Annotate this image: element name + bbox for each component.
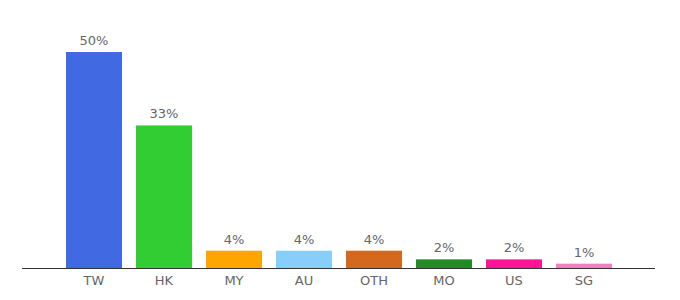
bar [276,251,332,268]
data-label: 33% [150,106,179,121]
bar [136,125,192,268]
bar [416,259,472,268]
x-tick-label: MY [224,273,243,288]
x-tick-label: HK [155,273,174,288]
data-label: 4% [294,232,315,247]
data-label: 50% [80,33,109,48]
x-tick-label: MO [433,273,454,288]
bar [206,251,262,268]
bars [66,52,612,268]
x-axis [22,268,655,269]
data-label: 4% [224,232,245,247]
data-label: 4% [364,232,385,247]
data-label: 1% [574,245,595,260]
bar [66,52,122,268]
x-tick-label: AU [295,273,313,288]
x-tick-label: SG [575,273,593,288]
x-tick-label: US [505,273,523,288]
x-tick-label: TW [83,273,105,288]
bar [346,251,402,268]
x-tick-label: OTH [360,273,388,288]
labels: 50% TW 33% HK 4% MY 4% AU 4% OTH 2% MO 2% US 1% SG [80,33,595,288]
chart: 50% TW 33% HK 4% MY 4% AU 4% OTH 2% MO 2% US 1% SG [0,0,680,300]
data-label: 2% [434,240,455,255]
bar [556,264,612,268]
bar [486,259,542,268]
data-label: 2% [504,240,525,255]
